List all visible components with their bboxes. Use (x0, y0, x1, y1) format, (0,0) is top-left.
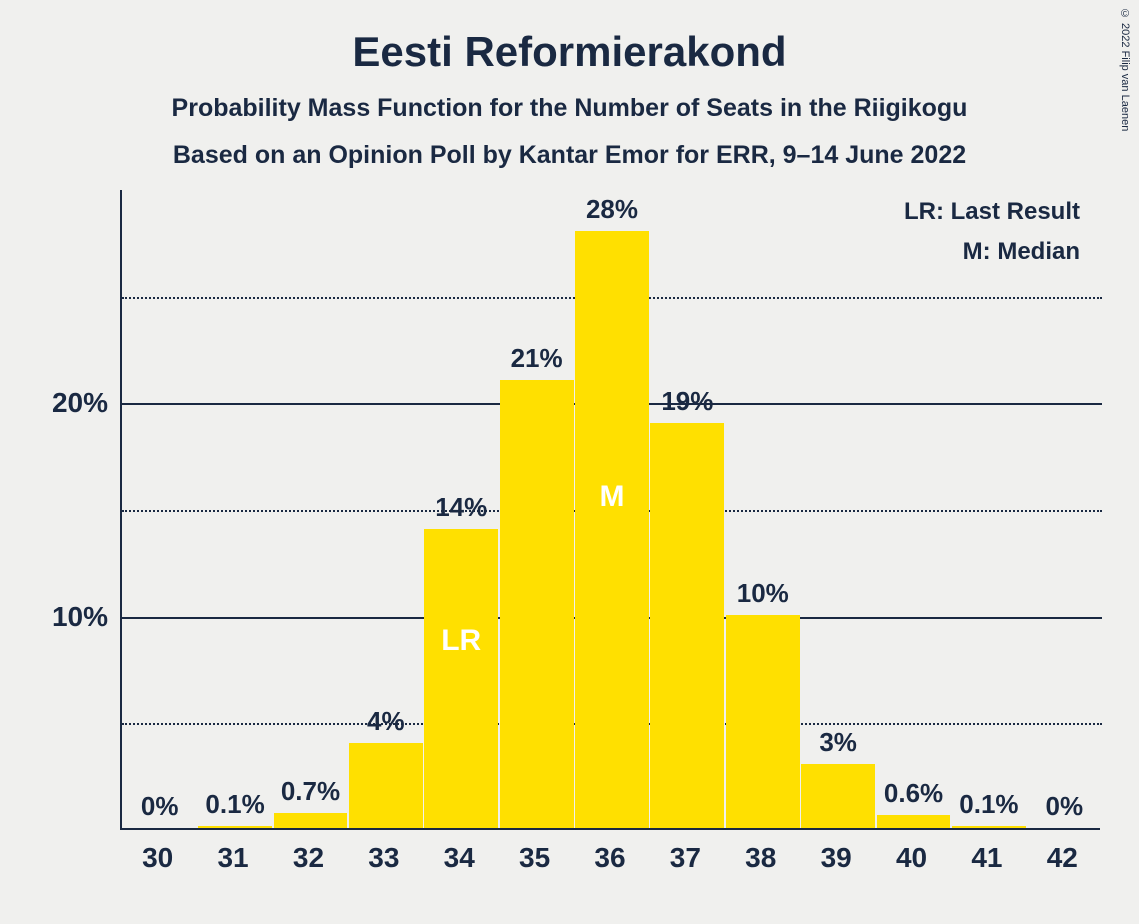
bar: 0.1% (952, 826, 1026, 828)
bar: 4% (349, 743, 423, 828)
bar: 10% (726, 615, 800, 828)
bar-slot: 0.6% (877, 188, 951, 828)
bar-slot: 0.1% (952, 188, 1026, 828)
x-axis-label: 34 (422, 842, 497, 874)
bar: 21% (500, 380, 574, 828)
x-axis-label: 40 (874, 842, 949, 874)
bar: 19% (650, 423, 724, 828)
chart-plot-area: LR: Last Result M: Median 0%0.1%0.7%4%14… (120, 190, 1100, 830)
x-axis-label: 37 (648, 842, 723, 874)
bar-slot: 14% LR (424, 188, 498, 828)
x-axis-label: 32 (271, 842, 346, 874)
bar: 14%LR (424, 529, 498, 828)
bar-slot: 0% (123, 188, 197, 828)
bar-slot: 4% (349, 188, 423, 828)
bar-value-label: 3% (801, 727, 875, 764)
bar-slot: 3% (801, 188, 875, 828)
bar-value-label: 0.7% (274, 776, 348, 813)
bar-inner-label: M (575, 480, 649, 514)
bar-slot: 10% (726, 188, 800, 828)
bar-value-label: 0.1% (952, 789, 1026, 826)
bar: 0.1% (198, 826, 272, 828)
bar-value-label: 10% (726, 578, 800, 615)
copyright-text: © 2022 Filip van Laenen (1119, 8, 1131, 131)
bar-value-label: 0.6% (877, 778, 951, 815)
bar-value-label: 0% (123, 791, 197, 828)
bar: 0.6% (877, 815, 951, 828)
bar-slot: 21% (500, 188, 574, 828)
bar-value-label: 14% (424, 492, 498, 529)
chart-subtitle-1: Probability Mass Function for the Number… (0, 94, 1139, 123)
x-axis-label: 35 (497, 842, 572, 874)
bar: 0.7% (274, 813, 348, 828)
x-axis-label: 42 (1025, 842, 1100, 874)
chart-subtitle-2: Based on an Opinion Poll by Kantar Emor … (0, 141, 1139, 170)
chart-title: Eesti Reformierakond (0, 0, 1139, 76)
bar: 28%M (575, 231, 649, 828)
chart-bars: 0%0.1%0.7%4%14%LR21%28%M19%10%3%0.6%0.1%… (122, 188, 1102, 828)
bar-value-label: 4% (349, 706, 423, 743)
bar-value-label: 28% (575, 194, 649, 231)
x-axis-label: 39 (798, 842, 873, 874)
x-axis-label: 38 (723, 842, 798, 874)
x-axis-label: 31 (195, 842, 270, 874)
x-axis-label: 30 (120, 842, 195, 874)
bar-value-label: 21% (500, 343, 574, 380)
bar-slot: 19% (650, 188, 724, 828)
bar-slot: 0% (1027, 188, 1101, 828)
x-axis-label: 41 (949, 842, 1024, 874)
bar-inner-label: LR (424, 624, 498, 658)
bar-value-label: 19% (650, 386, 724, 423)
bar-slot: 28% M (575, 188, 649, 828)
bar-value-label: 0% (1027, 791, 1101, 828)
x-axis-label: 33 (346, 842, 421, 874)
y-axis-label: 20% (52, 387, 108, 419)
bar: 3% (801, 764, 875, 828)
bar-value-label: 0.1% (198, 789, 272, 826)
bar-slot: 0.1% (198, 188, 272, 828)
chart-plot: 0%0.1%0.7%4%14%LR21%28%M19%10%3%0.6%0.1%… (120, 190, 1100, 830)
bar-slot: 0.7% (274, 188, 348, 828)
x-axis-label: 36 (572, 842, 647, 874)
y-axis-label: 10% (52, 601, 108, 633)
